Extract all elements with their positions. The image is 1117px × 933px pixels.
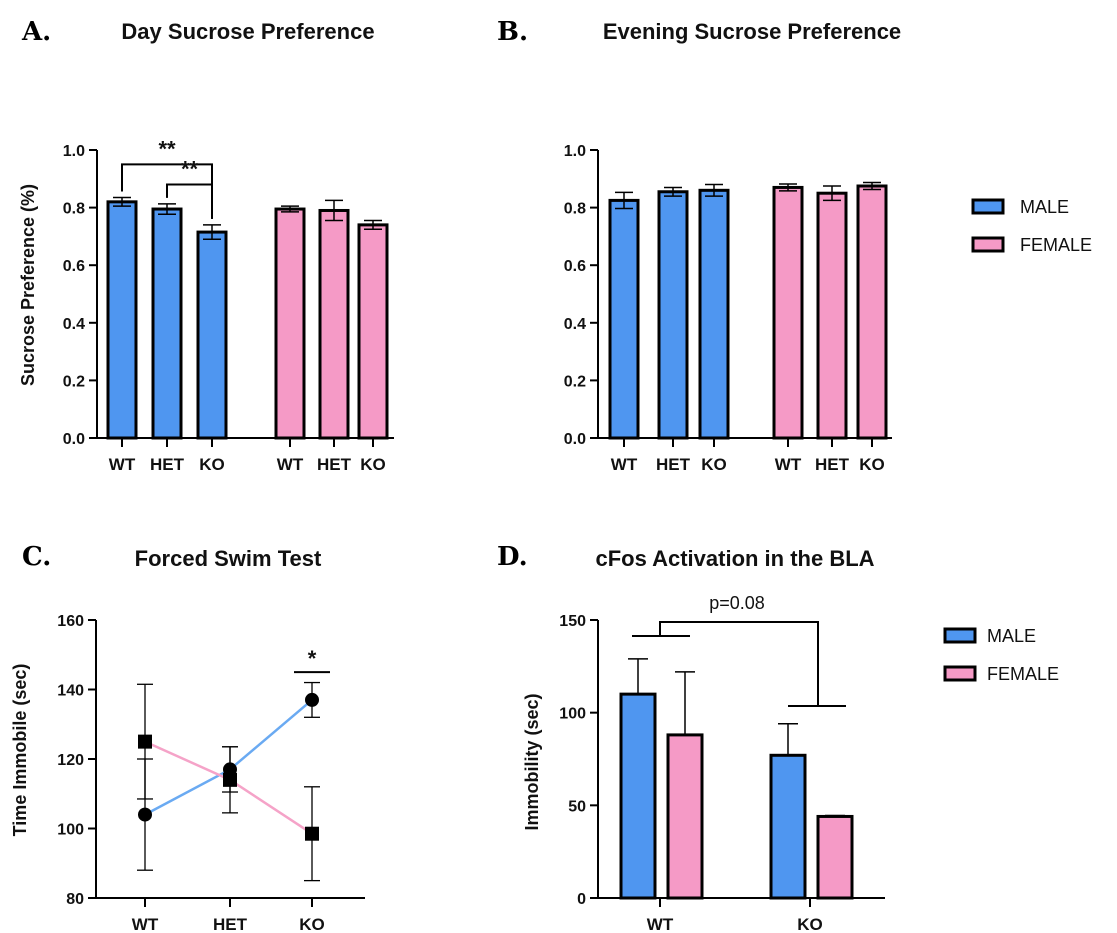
y-axis-label-d: Immobility (sec) — [522, 693, 542, 830]
legend-label-male-d: MALE — [987, 626, 1036, 646]
legend-swatch-male — [971, 198, 1005, 215]
legend-swatch-female-d — [943, 665, 977, 682]
y-tick-label-b-3: 0.6 — [564, 258, 586, 275]
y-axis-label-a: Sucrose Preference (%) — [18, 184, 38, 386]
y-tick-label-a-3: 0.6 — [63, 258, 85, 275]
bar-b-0 — [608, 198, 640, 440]
bar-b-3 — [772, 185, 804, 440]
chart-c: 80 100 120 140 160 WT HET KO * — [57, 613, 365, 933]
x-tick-label-b-2: KO — [701, 455, 727, 474]
y-tick-label-a-4: 0.8 — [63, 201, 85, 218]
x-tick-label-c-2: KO — [299, 915, 325, 933]
y-tick-label-a-5: 1.0 — [63, 143, 85, 160]
significance-label-c-0: * — [308, 646, 317, 671]
y-tick-label-d-0: 0 — [577, 891, 586, 908]
x-tick-label-a-2: KO — [199, 455, 225, 474]
y-tick-label-c-0: 80 — [66, 891, 84, 908]
bar-d-1-1 — [816, 814, 854, 900]
legend-label-female-d: FEMALE — [987, 664, 1059, 684]
legend-bottom: MALE FEMALE — [943, 626, 1059, 684]
series-line-c-0 — [144, 698, 313, 816]
panel-letter-c: C. — [22, 542, 51, 572]
chart-title-c: Forced Swim Test — [135, 546, 322, 571]
bar-b-2 — [698, 188, 730, 440]
y-tick-label-b-4: 0.8 — [564, 201, 586, 218]
x-tick-label-a-1: HET — [150, 455, 185, 474]
y-tick-label-b-1: 0.2 — [564, 373, 586, 390]
x-tick-label-a-4: HET — [317, 455, 352, 474]
y-tick-label-c-3: 140 — [57, 683, 84, 700]
bar-a-4 — [318, 208, 350, 440]
x-tick-label-c-0: WT — [132, 915, 159, 933]
chart-title-d: cFos Activation in the BLA — [595, 546, 874, 571]
panel-letter-b: B. — [497, 17, 528, 47]
data-point-c-0-0 — [138, 807, 152, 822]
y-tick-label-d-3: 150 — [559, 613, 586, 630]
x-tick-label-b-1: HET — [656, 455, 691, 474]
legend-label-female: FEMALE — [1020, 235, 1092, 255]
x-tick-label-b-0: WT — [611, 455, 638, 474]
y-tick-label-c-4: 160 — [57, 613, 84, 630]
x-tick-label-b-3: WT — [775, 455, 802, 474]
y-tick-label-d-1: 50 — [568, 798, 586, 815]
y-tick-label-c-1: 100 — [57, 822, 84, 839]
legend-swatch-male-d — [943, 627, 977, 644]
panel-letter-d: D. — [497, 542, 528, 572]
bar-a-1 — [151, 207, 183, 440]
bar-d-0-1 — [769, 753, 807, 900]
significance-label-a-1: ** — [181, 157, 199, 182]
y-tick-label-a-1: 0.2 — [63, 373, 85, 390]
legend-label-male: MALE — [1020, 197, 1069, 217]
x-tick-label-d-1: KO — [797, 915, 823, 933]
chart-title-b: Evening Sucrose Preference — [603, 19, 901, 44]
chart-a: 0.0 0.2 0.4 0.6 0.8 1.0 WT HET KO WT HET KO **** — [63, 136, 394, 474]
y-tick-label-d-2: 100 — [559, 706, 586, 723]
y-tick-label-b-5: 1.0 — [564, 143, 586, 160]
data-point-c-1-1 — [223, 772, 237, 787]
legend-top: MALE FEMALE — [971, 197, 1092, 255]
y-tick-label-b-2: 0.4 — [564, 316, 586, 333]
x-tick-label-d-0: WT — [647, 915, 674, 933]
chart-title-a: Day Sucrose Preference — [121, 19, 374, 44]
x-tick-label-a-3: WT — [277, 455, 304, 474]
x-tick-label-c-1: HET — [213, 915, 248, 933]
bar-d-0-0 — [619, 692, 657, 900]
series-line-c-1 — [144, 740, 313, 835]
significance-label-a-0: ** — [158, 136, 176, 161]
bar-b-4 — [816, 191, 848, 440]
y-tick-label-b-0: 0.0 — [564, 431, 586, 448]
bar-a-0 — [106, 200, 138, 440]
significance-bracket-a-1 — [166, 183, 213, 219]
p-value-label-d: p=0.08 — [709, 593, 765, 613]
x-tick-label-b-4: HET — [815, 455, 850, 474]
y-axis-label-c: Time Immobile (sec) — [10, 664, 30, 837]
p-value-bracket-d — [659, 621, 819, 706]
x-tick-label-a-0: WT — [109, 455, 136, 474]
y-tick-label-c-2: 120 — [57, 752, 84, 769]
bar-d-1-0 — [666, 733, 704, 900]
data-point-c-0-2 — [305, 692, 319, 707]
x-tick-label-b-5: KO — [859, 455, 885, 474]
chart-d: 0 50 100 150 WT KO p=0.08 — [559, 593, 885, 933]
legend-swatch-female — [971, 236, 1005, 253]
bar-b-1 — [657, 190, 689, 440]
data-point-c-1-2 — [305, 826, 319, 841]
y-tick-label-a-2: 0.4 — [63, 316, 85, 333]
chart-b: 0.0 0.2 0.4 0.6 0.8 1.0 WT HET KO WT HET KO — [564, 143, 892, 474]
bar-b-5 — [856, 184, 888, 440]
x-tick-label-a-5: KO — [360, 455, 386, 474]
bar-a-3 — [274, 207, 306, 440]
y-tick-label-a-0: 0.0 — [63, 431, 85, 448]
panel-letter-a: A. — [21, 17, 51, 47]
data-point-c-1-0 — [138, 734, 152, 749]
bar-a-5 — [357, 223, 389, 440]
bar-a-2 — [196, 230, 228, 440]
